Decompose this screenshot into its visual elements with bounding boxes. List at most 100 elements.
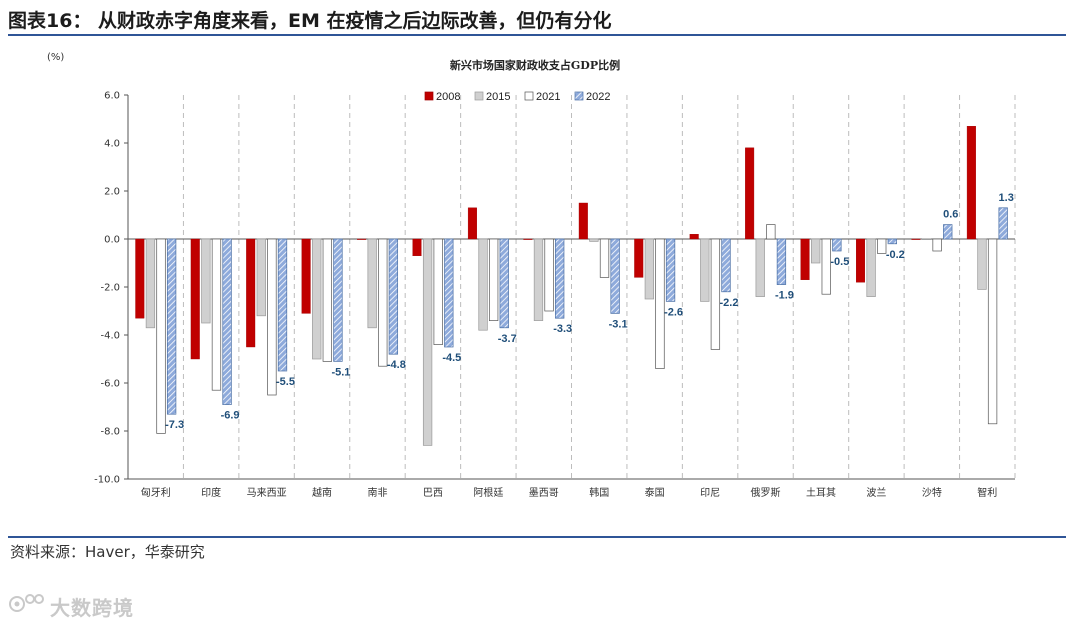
bar-2021	[821, 238, 831, 295]
x-tick-label: 印度	[201, 486, 221, 499]
bar-2015	[422, 238, 433, 446]
bar-2015	[201, 238, 211, 324]
x-tick-label: 巴西	[423, 487, 443, 499]
bar-2021	[599, 238, 610, 278]
bar-2015	[866, 238, 876, 297]
bar-2021	[156, 238, 166, 434]
x-tick-label: 墨西哥	[529, 487, 559, 499]
data-label: -3.3	[553, 323, 572, 335]
bar-2008	[856, 238, 866, 283]
x-tick-label: 匈牙利	[141, 486, 171, 499]
x-tick-label: 俄罗斯	[751, 486, 781, 499]
bar-2021	[932, 238, 942, 252]
bar-2022	[333, 238, 343, 362]
bar-2022	[222, 238, 232, 405]
watermark: 大数跨境	[8, 593, 134, 620]
bar-2021	[378, 238, 388, 367]
x-tick-label: 越南	[312, 486, 332, 499]
bar-2022	[887, 238, 897, 245]
brand-logo-icon	[8, 593, 44, 619]
bar-2022	[610, 238, 620, 314]
legend-label: 2021	[536, 91, 560, 103]
bar-2008	[689, 233, 699, 240]
legend-swatch-2022	[574, 91, 584, 101]
bar-2022	[943, 224, 953, 240]
y-tick-label: -4.0	[100, 331, 120, 342]
legend-label: 2022	[586, 91, 610, 103]
y-tick-label: 4.0	[104, 139, 120, 150]
legend-label: 2015	[486, 91, 510, 103]
bar-2008	[800, 238, 810, 280]
bar-2021	[211, 238, 222, 391]
bar-2008	[301, 238, 311, 314]
chart-svg: 新兴市场国家财政收支占GDP比例 (%) 2008 2015 2021 2022 6.…	[47, 52, 1016, 499]
bar-2022	[555, 238, 565, 319]
bar-2008	[578, 202, 588, 240]
bar-2015	[589, 238, 599, 242]
data-label: -3.7	[498, 333, 517, 345]
legend-swatch-2021	[524, 91, 534, 101]
bar-2015	[533, 238, 544, 321]
bar-2008	[634, 238, 644, 278]
data-label: -5.5	[276, 376, 295, 388]
legend-swatch-2008	[424, 91, 434, 101]
x-tick-label: 智利	[977, 486, 997, 499]
x-tick-label: 泰国	[645, 486, 665, 499]
bar-2015	[256, 238, 266, 317]
x-tick-label: 沙特	[922, 487, 942, 499]
source-note: 资料来源：Haver，华泰研究	[10, 543, 205, 561]
x-tick-label: 马来西亚	[247, 487, 287, 499]
y-tick-label: 0.0	[104, 235, 120, 246]
x-tick-label: 波兰	[866, 486, 886, 499]
bar-2021	[544, 238, 554, 312]
bar-2008	[745, 147, 755, 240]
bars	[135, 125, 1008, 446]
bar-2022	[832, 238, 842, 252]
data-label: -4.8	[387, 359, 406, 371]
watermark-text: 大数跨境	[50, 595, 134, 620]
bar-2022	[721, 238, 731, 293]
legend-label: 2008	[436, 91, 460, 103]
bar-2008	[966, 125, 976, 240]
legend: 2008 2015 2021 2022	[424, 91, 610, 103]
data-label: -0.5	[830, 256, 849, 268]
y-tick-label: -2.0	[100, 283, 120, 294]
data-label: 1.3	[999, 192, 1014, 204]
bar-2022	[998, 207, 1008, 240]
data-labels: -7.3 -6.9 -5.5 -5.1 -4.8 -4.5 -3.7 -3.3 -3.1 -2.6…	[165, 192, 1014, 431]
bar-2022	[444, 238, 454, 348]
legend-swatch-2015	[474, 91, 484, 101]
data-label: 0.6	[943, 209, 958, 221]
bar-2008	[523, 238, 533, 240]
bar-2022	[665, 238, 676, 302]
x-tick-label: 南非	[367, 486, 387, 499]
footer-divider	[8, 536, 1066, 538]
bar-2021	[987, 238, 998, 425]
bar-2021	[655, 238, 665, 369]
bar-2015	[478, 238, 488, 331]
bar-2015	[811, 238, 821, 264]
bar-2008	[357, 238, 367, 240]
figure-title: 图表16： 从财政赤字角度来看，EM 在疫情之后边际改善，但仍有分化	[8, 10, 612, 32]
bar-2008	[911, 238, 921, 240]
data-label: -3.1	[609, 318, 628, 330]
x-tick-label: 韩国	[589, 486, 609, 499]
data-label: -1.9	[775, 290, 794, 302]
bar-2022	[499, 238, 509, 329]
bar-2015	[700, 238, 710, 302]
bar-2021	[766, 224, 776, 240]
y-tick-label: 6.0	[104, 91, 120, 102]
chart-title: 新兴市场国家财政收支占GDP比例	[450, 58, 620, 72]
y-tick-label: -10.0	[94, 475, 120, 486]
bar-2021	[433, 238, 443, 345]
bar-2022	[388, 238, 399, 355]
bar-2022	[277, 238, 288, 372]
x-tick-label: 阿根廷	[473, 486, 503, 499]
bar-2021	[322, 238, 332, 362]
bar-2008	[246, 238, 256, 348]
x-tick-label: 印尼	[700, 487, 720, 499]
bar-2021	[710, 238, 721, 350]
x-tick-label: 土耳其	[806, 486, 836, 499]
bar-2015	[977, 238, 987, 290]
bar-2021	[267, 238, 277, 396]
